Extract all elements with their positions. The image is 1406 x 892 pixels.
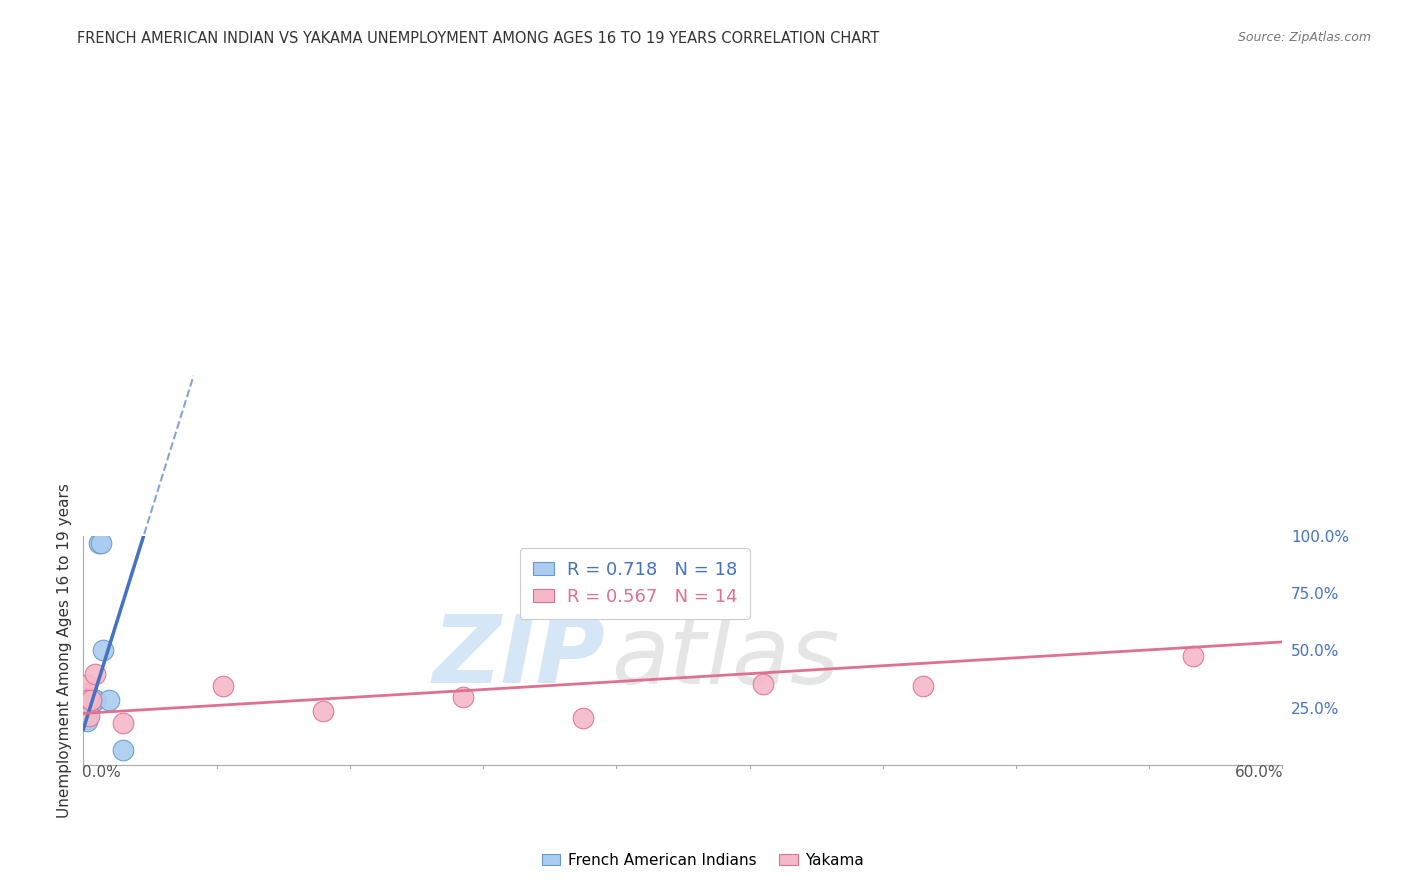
Point	[572, 711, 595, 725]
Point	[112, 743, 135, 757]
Point	[112, 715, 135, 730]
Y-axis label: Unemployment Among Ages 16 to 19 years: Unemployment Among Ages 16 to 19 years	[58, 483, 72, 818]
Point	[76, 714, 98, 729]
Point	[84, 692, 107, 706]
Text: atlas: atlas	[612, 612, 839, 703]
Text: Source: ZipAtlas.com: Source: ZipAtlas.com	[1237, 31, 1371, 45]
Point	[80, 692, 103, 706]
Legend: R = 0.718   N = 18, R = 0.567   N = 14: R = 0.718 N = 18, R = 0.567 N = 14	[520, 549, 749, 619]
Point	[79, 696, 101, 710]
Point	[82, 694, 104, 708]
Text: ZIP: ZIP	[432, 611, 605, 703]
Point	[451, 690, 474, 705]
Point	[79, 699, 101, 714]
Text: FRENCH AMERICAN INDIAN VS YAKAMA UNEMPLOYMENT AMONG AGES 16 TO 19 YEARS CORRELAT: FRENCH AMERICAN INDIAN VS YAKAMA UNEMPLO…	[77, 31, 880, 46]
Point	[98, 692, 121, 706]
Point	[312, 704, 335, 718]
Point	[84, 667, 107, 681]
Point	[212, 679, 235, 693]
Point	[911, 679, 934, 693]
Text: 60.0%: 60.0%	[1236, 765, 1284, 780]
Point	[91, 643, 114, 657]
Point	[80, 694, 103, 708]
Legend: French American Indians, Yakama: French American Indians, Yakama	[536, 847, 870, 873]
Text: 0.0%: 0.0%	[82, 765, 121, 780]
Point	[84, 692, 107, 706]
Point	[76, 678, 98, 692]
Point	[75, 687, 97, 701]
Point	[79, 697, 101, 711]
Point	[90, 536, 112, 550]
Point	[76, 712, 98, 726]
Point	[89, 536, 111, 550]
Point	[76, 708, 98, 723]
Point	[752, 676, 775, 690]
Point	[1181, 649, 1204, 664]
Point	[82, 694, 104, 708]
Point	[80, 692, 103, 706]
Point	[75, 697, 97, 711]
Point	[76, 692, 98, 706]
Point	[79, 708, 101, 723]
